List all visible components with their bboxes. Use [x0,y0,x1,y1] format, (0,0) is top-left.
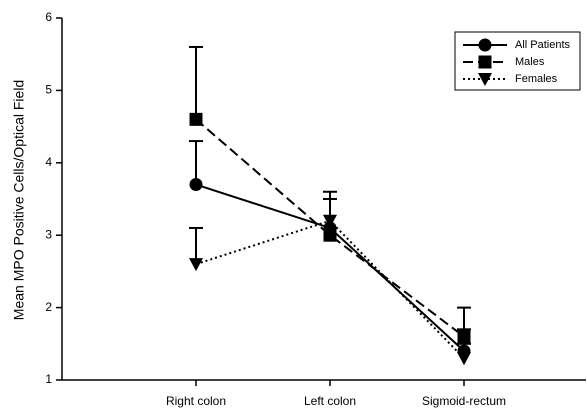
marker [323,228,337,242]
y-tick-label: 2 [45,300,52,314]
error-bar [189,226,203,265]
error-bar [189,140,203,185]
y-axis-label: Mean MPO Positive Cells/Optical Field [11,80,27,320]
marker [457,330,471,344]
y-tick-label: 3 [45,227,52,241]
legend: All Patients Males Females [454,31,581,91]
y-tick-label: 5 [45,83,52,97]
marker [478,55,492,69]
legend-label: All Patients [515,39,571,51]
y-tick-label: 6 [45,10,52,24]
marker [189,112,203,126]
legend-box [454,31,581,91]
error-bar [189,45,203,120]
marker [457,352,471,366]
marker [189,178,203,192]
legend-label: Males [515,56,545,68]
y-tick-label: 4 [45,155,52,169]
marker [478,73,492,86]
series-line [195,118,465,338]
marker [478,38,492,52]
x-tick-label: Right colon [166,394,226,408]
x-tick-label: Left colon [304,394,356,408]
legend-label: Females [515,73,558,85]
x-tick-label: Sigmoid-rectum [422,394,506,408]
marker [323,214,337,228]
y-tick-label: 1 [45,372,52,386]
marker [189,258,203,272]
